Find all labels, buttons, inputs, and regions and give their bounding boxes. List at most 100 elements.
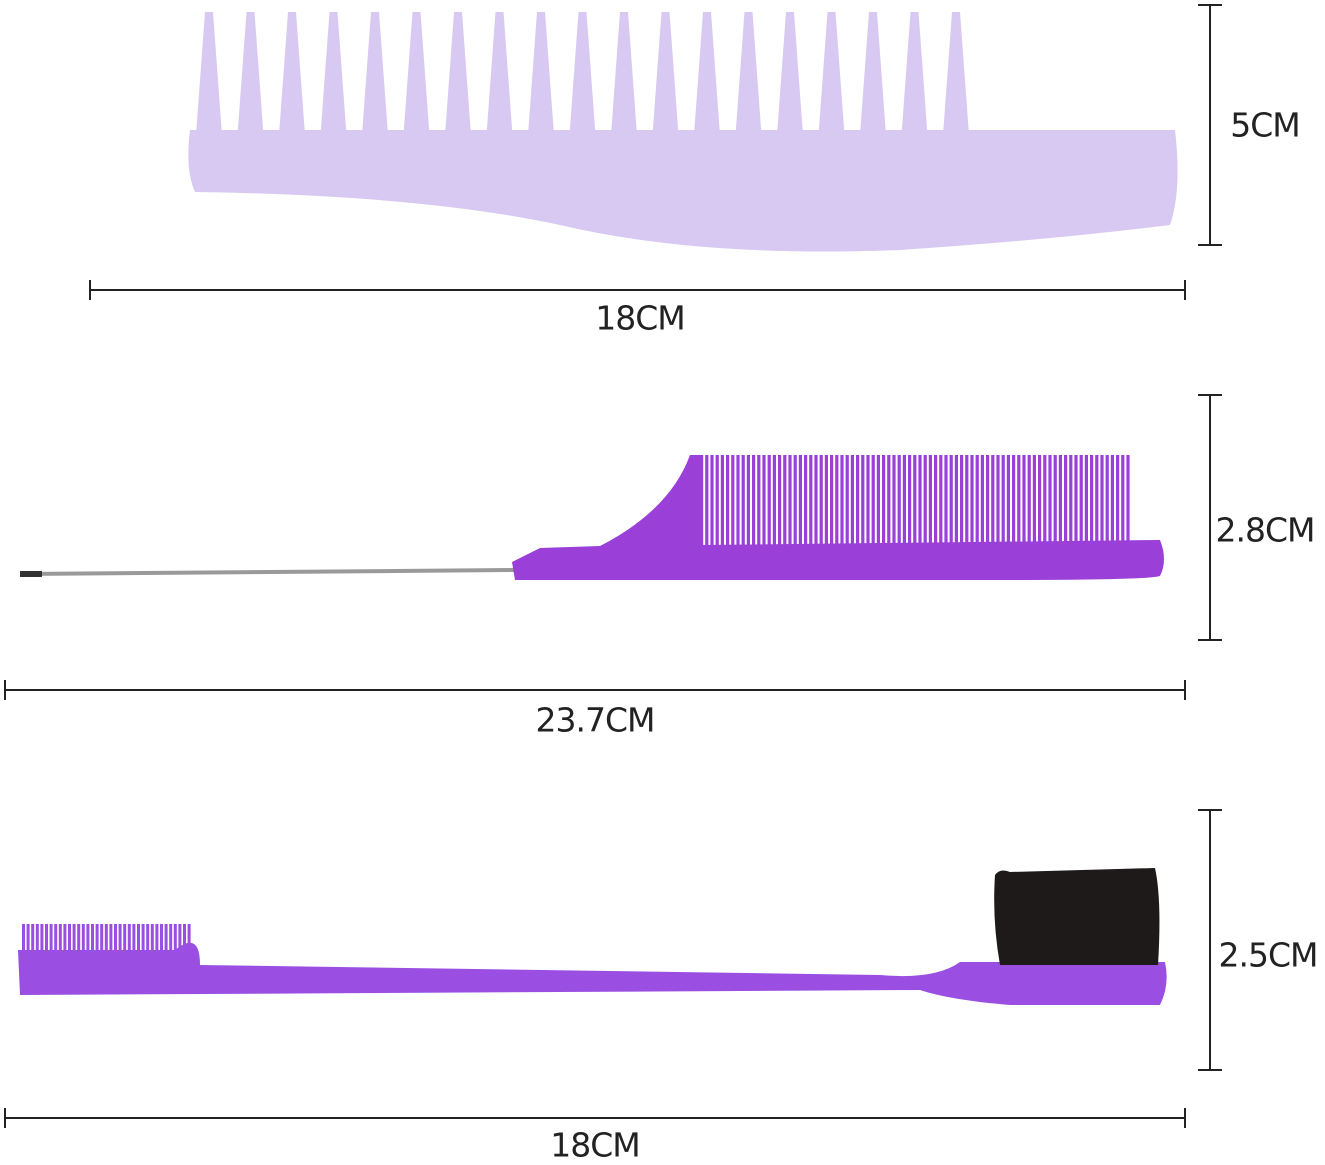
rat-comb-width-label: 23.7CM xyxy=(535,700,656,740)
rat-comb-width-line xyxy=(4,680,1186,700)
edge-brush-tooth xyxy=(104,924,108,954)
rat-comb-tooth xyxy=(1043,455,1047,547)
edge-brush-tooth xyxy=(127,924,131,954)
wide-comb-spine xyxy=(188,130,1178,252)
rat-comb-tooth xyxy=(876,455,880,547)
rat-tail-needle xyxy=(21,568,516,576)
rat-comb-tooth xyxy=(1074,455,1078,547)
rat-comb-tooth xyxy=(715,455,719,547)
wide-comb-tooth xyxy=(403,12,430,135)
rat-comb-tooth xyxy=(840,455,844,547)
wide-comb-tooth xyxy=(237,12,264,135)
rat-comb-tooth xyxy=(762,455,766,547)
edge-brush-tooth xyxy=(31,924,35,954)
edge-brush-tooth xyxy=(68,924,71,954)
edge-brush-tooth xyxy=(40,924,44,954)
rat-comb-tooth xyxy=(783,455,787,547)
edge-brush-tooth xyxy=(72,924,76,954)
rat-comb-tooth xyxy=(1105,455,1109,547)
rat-comb-handle xyxy=(512,455,1164,580)
wide-comb-tooth xyxy=(735,12,762,135)
rat-comb-tooth xyxy=(720,455,724,547)
rat-comb-tooth xyxy=(746,455,750,547)
edge-brush-comb-teeth xyxy=(22,924,191,954)
edge-brush-tooth xyxy=(22,924,25,954)
wide-comb-tooth xyxy=(569,12,596,135)
rat-comb-tooth xyxy=(736,455,740,547)
rat-comb-tooth xyxy=(845,455,849,547)
wide-comb-tooth xyxy=(860,12,886,135)
rat-comb-tooth xyxy=(965,455,969,547)
edge-brush-tooth xyxy=(146,924,150,954)
rat-comb-tooth xyxy=(1121,455,1125,547)
edge-brush-tooth xyxy=(26,924,30,954)
rat-comb-tooth xyxy=(986,455,990,547)
rat-comb-tooth xyxy=(918,455,922,547)
rat-comb-tooth xyxy=(970,455,974,547)
edge-brush-tooth xyxy=(183,924,186,954)
rat-comb-tooth xyxy=(871,455,875,547)
rat-comb-tooth xyxy=(1084,455,1088,547)
edge-brush-tooth xyxy=(45,924,48,954)
rat-comb-tooth xyxy=(949,455,953,547)
wide-comb-height-line xyxy=(1198,4,1222,246)
rat-comb-tooth xyxy=(752,455,756,547)
edge-brush-tooth xyxy=(150,924,154,954)
edge-brush-tooth xyxy=(187,924,191,954)
edge-brush-tooth xyxy=(54,924,58,954)
rat-comb-tooth xyxy=(902,455,906,547)
wide-comb-tooth xyxy=(901,12,928,135)
rat-tail-comb xyxy=(20,455,1164,580)
wide-comb-tooth xyxy=(279,12,305,135)
rat-comb-tooth xyxy=(731,455,735,547)
edge-brush-tooth xyxy=(164,924,168,954)
wide-comb-tooth xyxy=(652,12,679,135)
rat-comb-tooth xyxy=(772,455,776,547)
edge-brush-tooth xyxy=(137,924,140,954)
wide-comb-height-label: 5CM xyxy=(1230,105,1301,145)
dimension-lines xyxy=(4,4,1222,1128)
rat-comb-tooth xyxy=(1079,455,1083,547)
rat-comb-tooth xyxy=(700,455,704,547)
rat-comb-tooth xyxy=(1038,455,1042,547)
rat-comb-tooth xyxy=(1090,455,1094,547)
edge-brush-tooth xyxy=(77,924,81,954)
rat-comb-tooth xyxy=(1027,455,1031,547)
edge-brush-width-line xyxy=(4,1108,1186,1128)
rat-comb-tooth xyxy=(1017,455,1021,547)
rat-comb-tooth xyxy=(980,455,984,547)
wide-comb-tooth xyxy=(445,12,471,135)
rat-comb-tooth xyxy=(923,455,927,547)
edge-brush-tooth xyxy=(86,924,90,954)
rat-comb-tooth xyxy=(913,455,917,547)
edge-brush-tooth xyxy=(91,924,94,954)
rat-comb-tooth xyxy=(1048,455,1052,547)
rat-comb-tooth xyxy=(1069,455,1073,547)
edge-brush-tooth xyxy=(35,924,39,954)
wide-comb-tooth xyxy=(777,12,803,135)
wide-comb-tooth xyxy=(362,12,388,135)
rat-comb-tooth xyxy=(726,455,730,547)
edge-brush-tooth xyxy=(100,924,104,954)
edge-brush-tooth xyxy=(169,924,173,954)
rat-comb-tooth xyxy=(814,455,818,547)
rat-comb-tooth xyxy=(804,455,808,547)
rat-comb-tooth xyxy=(1032,455,1036,547)
wide-tooth-comb xyxy=(188,12,1178,252)
rat-comb-tooth xyxy=(954,455,958,547)
edge-brush-tooth xyxy=(114,924,117,954)
rat-comb-tooth xyxy=(824,455,828,547)
rat-comb-tooth xyxy=(778,455,782,547)
wide-comb-tooth xyxy=(196,12,222,135)
rat-comb-tooth xyxy=(850,455,854,547)
edge-brush-tooth xyxy=(95,924,99,954)
rat-comb-tooth xyxy=(809,455,813,547)
wide-comb-width-label: 18CM xyxy=(595,298,686,338)
rat-comb-tooth xyxy=(928,455,932,547)
edge-brush-height-label: 2.5CM xyxy=(1218,935,1319,975)
edge-brush-tooth xyxy=(132,924,136,954)
rat-comb-tooth xyxy=(710,455,714,547)
rat-comb-tooth xyxy=(892,455,896,547)
rat-comb-tooth xyxy=(741,455,745,547)
rat-comb-tooth xyxy=(767,455,771,547)
